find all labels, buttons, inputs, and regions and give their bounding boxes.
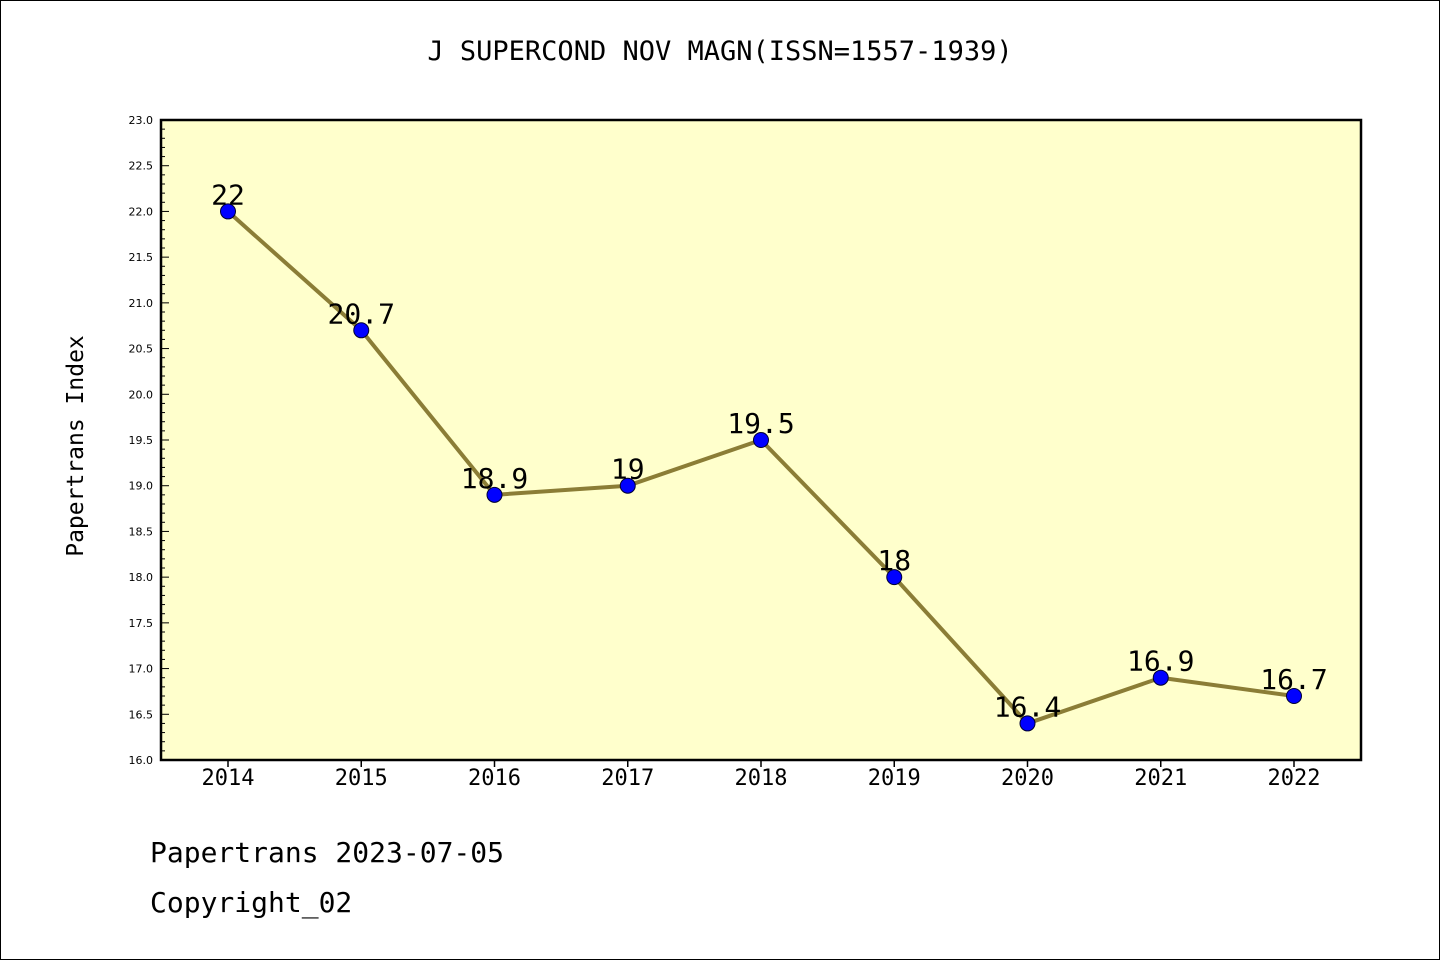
data-point [220, 203, 236, 220]
footer-copyright: Copyright_02 [150, 886, 353, 919]
y-tick-label: 18.0 [129, 571, 154, 584]
y-tick-label: 17.5 [129, 617, 154, 630]
x-tick-label: 2022 [1268, 766, 1321, 791]
data-label: 18.9 [461, 462, 528, 495]
x-tick-label: 2021 [1134, 766, 1187, 791]
footer-date-line: Papertrans 2023-07-05 [150, 836, 505, 869]
data-point [353, 322, 370, 339]
y-tick-label: 19.5 [129, 434, 154, 447]
y-tick-label: 21.5 [129, 251, 154, 264]
y-tick-label: 20.5 [129, 343, 154, 356]
x-tick-label: 2015 [335, 766, 388, 791]
data-point [1286, 688, 1302, 704]
plot-border [159, 118, 1363, 762]
data-label: 18 [877, 544, 911, 577]
chart-title: J SUPERCOND NOV MAGN(ISSN=1557-1939) [427, 36, 1013, 67]
data-points [220, 203, 1302, 732]
y-tick-label: 18.5 [129, 525, 154, 538]
y-tick-label: 22.0 [129, 205, 154, 218]
data-label: 20.7 [328, 297, 395, 330]
x-tick-label: 2016 [468, 766, 521, 791]
y-tick-label: 16.5 [129, 708, 154, 721]
y-tick-label: 16.0 [129, 754, 154, 767]
data-label: 19.5 [727, 407, 794, 440]
x-tick-label: 2020 [1001, 766, 1054, 791]
data-label: 16.9 [1127, 645, 1194, 678]
y-tick-label: 19.0 [129, 480, 154, 493]
x-tick-label: 2014 [202, 766, 255, 791]
y-tick-label: 21.0 [129, 297, 154, 310]
y-tick-label: 17.0 [129, 663, 154, 676]
y-tick-label: 23.0 [129, 114, 154, 127]
data-point [753, 432, 769, 448]
y-tick-label: 20.0 [129, 388, 154, 401]
data-point [1152, 669, 1169, 686]
data-point [486, 486, 503, 503]
x-tick-label: 2019 [868, 766, 921, 791]
data-point [1019, 715, 1036, 732]
x-tick-label: 2017 [601, 766, 654, 791]
x-tick-label: 2018 [735, 766, 788, 791]
data-label: 16.7 [1260, 663, 1327, 696]
y-tick-label: 22.5 [129, 160, 154, 173]
data-label: 19 [611, 453, 645, 486]
x-axis-ticks: 2014 2015 2016 2017 2018 2019 2020 2021 2022 [202, 760, 1321, 791]
y-axis-ticks: 16.0 16.5 17.0 17.5 18.0 18.5 19.0 19.5 20.0 20.5… [129, 114, 169, 767]
data-point [886, 569, 903, 586]
data-label: 22 [211, 178, 245, 211]
data-label: 16.4 [994, 690, 1061, 723]
data-point [619, 477, 636, 494]
data-labels: 22 20.7 18.9 19 19.5 18 16.4 16.9 16.7 [211, 178, 1328, 723]
